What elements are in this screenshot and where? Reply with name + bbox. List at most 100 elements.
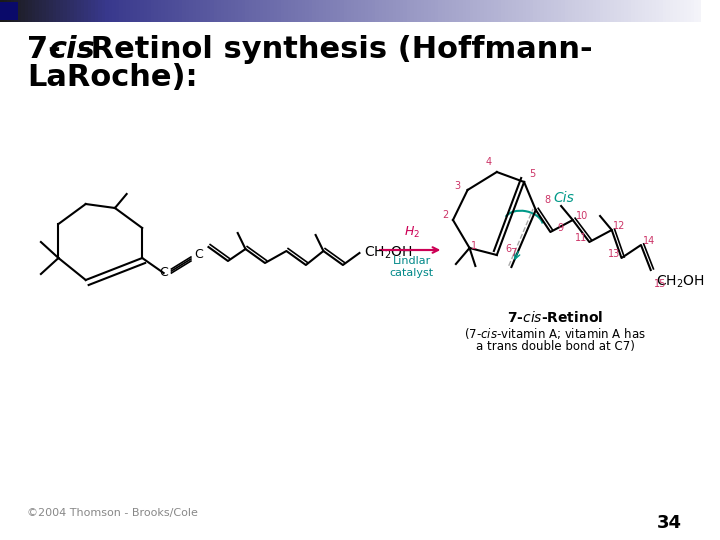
Bar [663, 0, 667, 22]
Bar [435, 0, 439, 22]
Bar [263, 0, 268, 22]
Bar [189, 0, 194, 22]
Bar [95, 0, 99, 22]
Bar [17, 0, 22, 22]
Bar [572, 0, 576, 22]
Text: Cis: Cis [553, 191, 574, 205]
Bar [540, 0, 544, 22]
Bar [309, 0, 313, 22]
Text: C: C [159, 267, 168, 280]
Bar [589, 0, 593, 22]
Text: 12: 12 [613, 221, 626, 231]
Bar [407, 0, 411, 22]
Text: 7-: 7- [27, 35, 61, 64]
Bar [474, 0, 478, 22]
Bar [505, 0, 510, 22]
Bar [449, 0, 454, 22]
Bar [109, 0, 113, 22]
Bar [200, 0, 204, 22]
Bar [91, 0, 96, 22]
Text: 7: 7 [510, 248, 516, 258]
Bar [670, 0, 675, 22]
Bar [551, 0, 555, 22]
Bar [161, 0, 166, 22]
Bar [259, 0, 264, 22]
Bar [593, 0, 597, 22]
Bar [446, 0, 450, 22]
Bar [225, 0, 229, 22]
Text: CH$_2$OH: CH$_2$OH [364, 245, 413, 261]
Bar [228, 0, 233, 22]
Text: 15: 15 [654, 279, 667, 289]
Bar [628, 0, 632, 22]
Bar [24, 0, 29, 22]
Bar [519, 0, 523, 22]
Bar [603, 0, 608, 22]
Bar [442, 0, 446, 22]
Bar [312, 0, 317, 22]
Bar [21, 0, 25, 22]
Bar [63, 0, 68, 22]
Bar [77, 0, 81, 22]
Bar [168, 0, 173, 22]
Text: H$_2$: H$_2$ [403, 225, 420, 240]
Text: -Retinol synthesis (Hoffmann-: -Retinol synthesis (Hoffmann- [78, 35, 593, 64]
Bar [116, 0, 120, 22]
Bar [343, 0, 348, 22]
Bar [390, 0, 394, 22]
Bar [694, 0, 699, 22]
Text: 7-$\it{cis}$-Retinol: 7-$\it{cis}$-Retinol [507, 310, 603, 325]
Text: a trans double bond at C7): a trans double bond at C7) [476, 340, 635, 353]
Bar [4, 0, 8, 22]
Bar [256, 0, 261, 22]
Bar [11, 0, 15, 22]
Bar [684, 0, 688, 22]
Bar [105, 0, 109, 22]
Bar [624, 0, 629, 22]
Bar [130, 0, 134, 22]
Bar [203, 0, 208, 22]
Bar [456, 0, 460, 22]
Bar [277, 0, 282, 22]
Bar [193, 0, 197, 22]
Bar [431, 0, 436, 22]
Bar [238, 0, 243, 22]
Bar [28, 0, 32, 22]
Bar [217, 0, 222, 22]
Text: cis: cis [49, 35, 96, 64]
Bar [294, 0, 299, 22]
Bar [361, 0, 366, 22]
Bar [144, 0, 148, 22]
Text: 4: 4 [486, 157, 492, 167]
Text: LaRoche):: LaRoche): [27, 63, 198, 92]
Bar [400, 0, 404, 22]
Bar [680, 0, 685, 22]
Text: ©2004 Thomson - Brooks/Cole: ©2004 Thomson - Brooks/Cole [27, 508, 198, 518]
Bar [386, 0, 390, 22]
Text: 1: 1 [472, 241, 477, 251]
Bar [207, 0, 212, 22]
Bar [582, 0, 587, 22]
Bar [414, 0, 418, 22]
Bar [382, 0, 387, 22]
Bar [372, 0, 377, 22]
Bar [652, 0, 657, 22]
Bar [122, 0, 127, 22]
Bar [631, 0, 636, 22]
Bar [179, 0, 184, 22]
Bar [112, 0, 117, 22]
Bar [340, 0, 345, 22]
Bar [221, 0, 225, 22]
Bar [133, 0, 138, 22]
Bar [148, 0, 152, 22]
Bar [45, 0, 50, 22]
Bar [638, 0, 643, 22]
Bar [120, 0, 124, 22]
Bar [403, 0, 408, 22]
Bar [645, 0, 649, 22]
Bar [547, 0, 552, 22]
Text: 13: 13 [608, 249, 620, 259]
Bar [266, 0, 271, 22]
Bar [291, 0, 295, 22]
Bar [39, 0, 43, 22]
